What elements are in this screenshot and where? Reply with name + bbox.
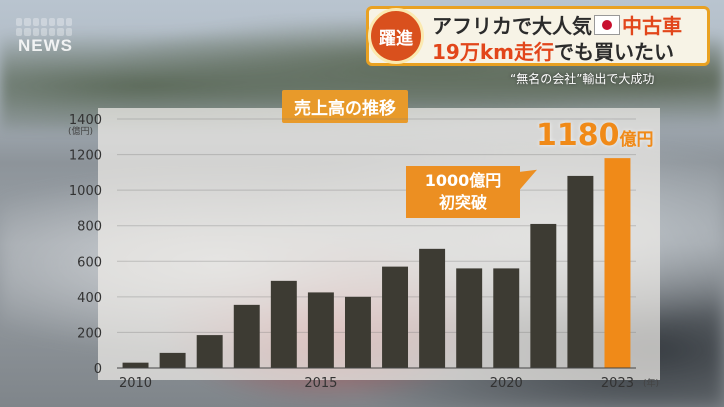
y-tick-label: 0 (94, 362, 102, 377)
bar-2018 (419, 248, 446, 368)
x-tick-label-2015: 2015 (304, 376, 337, 391)
y-axis-ticks: 0 200 400 600 800 1000 1200 1400 (69, 113, 102, 377)
bar-2017 (382, 266, 409, 368)
headline-line1-suffix: 中古車 (622, 14, 682, 38)
highlight-unit: 億円 (619, 130, 654, 150)
headline-line1: アフリカで大人気 中古車 (432, 10, 682, 39)
bar-2015 (307, 292, 334, 368)
bar-2021 (530, 223, 557, 368)
logo-grid-icon (16, 18, 72, 36)
y-tick-label: 1000 (69, 184, 102, 199)
bar-2020 (493, 268, 520, 368)
y-tick-label: 200 (77, 326, 102, 341)
news-logo: NEWS (12, 16, 76, 56)
chart-panel (98, 108, 660, 380)
y-tick-label: 1400 (69, 113, 102, 128)
bar-2023 (604, 158, 631, 368)
callout-line1: 1000億円 (424, 171, 502, 190)
bar-2011 (159, 352, 186, 368)
milestone-callout: 1000億円 初突破 (406, 166, 520, 218)
bar-2013 (233, 304, 260, 368)
y-tick-label: 400 (77, 291, 102, 306)
x-axis-unit: (年) (643, 379, 660, 389)
y-tick-label: 600 (77, 255, 102, 270)
x-tick-label-2010: 2010 (119, 376, 152, 391)
headline-line1-prefix: アフリカで大人気 (432, 14, 592, 38)
chart-gridlines (117, 118, 636, 333)
highlight-value-label: 1180億円 (536, 118, 654, 153)
x-axis-ticks: 2010 2015 2020 2023 (119, 376, 634, 391)
y-axis-unit: (億円) (68, 127, 94, 137)
y-tick-label: 800 (77, 220, 102, 235)
headline-line2-accent: 19万km走行 (432, 40, 554, 64)
x-tick-label-2023: 2023 (601, 376, 634, 391)
bar-2022 (567, 175, 594, 368)
japan-flag-icon (594, 15, 620, 35)
headline-badge: 躍進 (368, 8, 424, 64)
headline-line2-plain: でも買いたい (553, 40, 674, 64)
headline-line2: 19万km走行でも買いたい (432, 36, 674, 65)
chart-title: 売上高の推移 (282, 90, 408, 123)
subline: “無名の会社”輸出で大成功 (510, 72, 655, 86)
y-tick-label: 1200 (69, 149, 102, 164)
bar-2014 (270, 280, 297, 368)
highlight-value: 1180 (536, 118, 620, 153)
x-tick-label-2020: 2020 (490, 376, 523, 391)
logo-text: NEWS (18, 36, 73, 55)
bar-2012 (196, 335, 223, 368)
bar-2010 (122, 362, 149, 368)
callout-line2: 初突破 (438, 193, 487, 212)
bar-2019 (456, 268, 483, 368)
chart-bars (122, 158, 631, 368)
bar-2016 (344, 296, 371, 368)
